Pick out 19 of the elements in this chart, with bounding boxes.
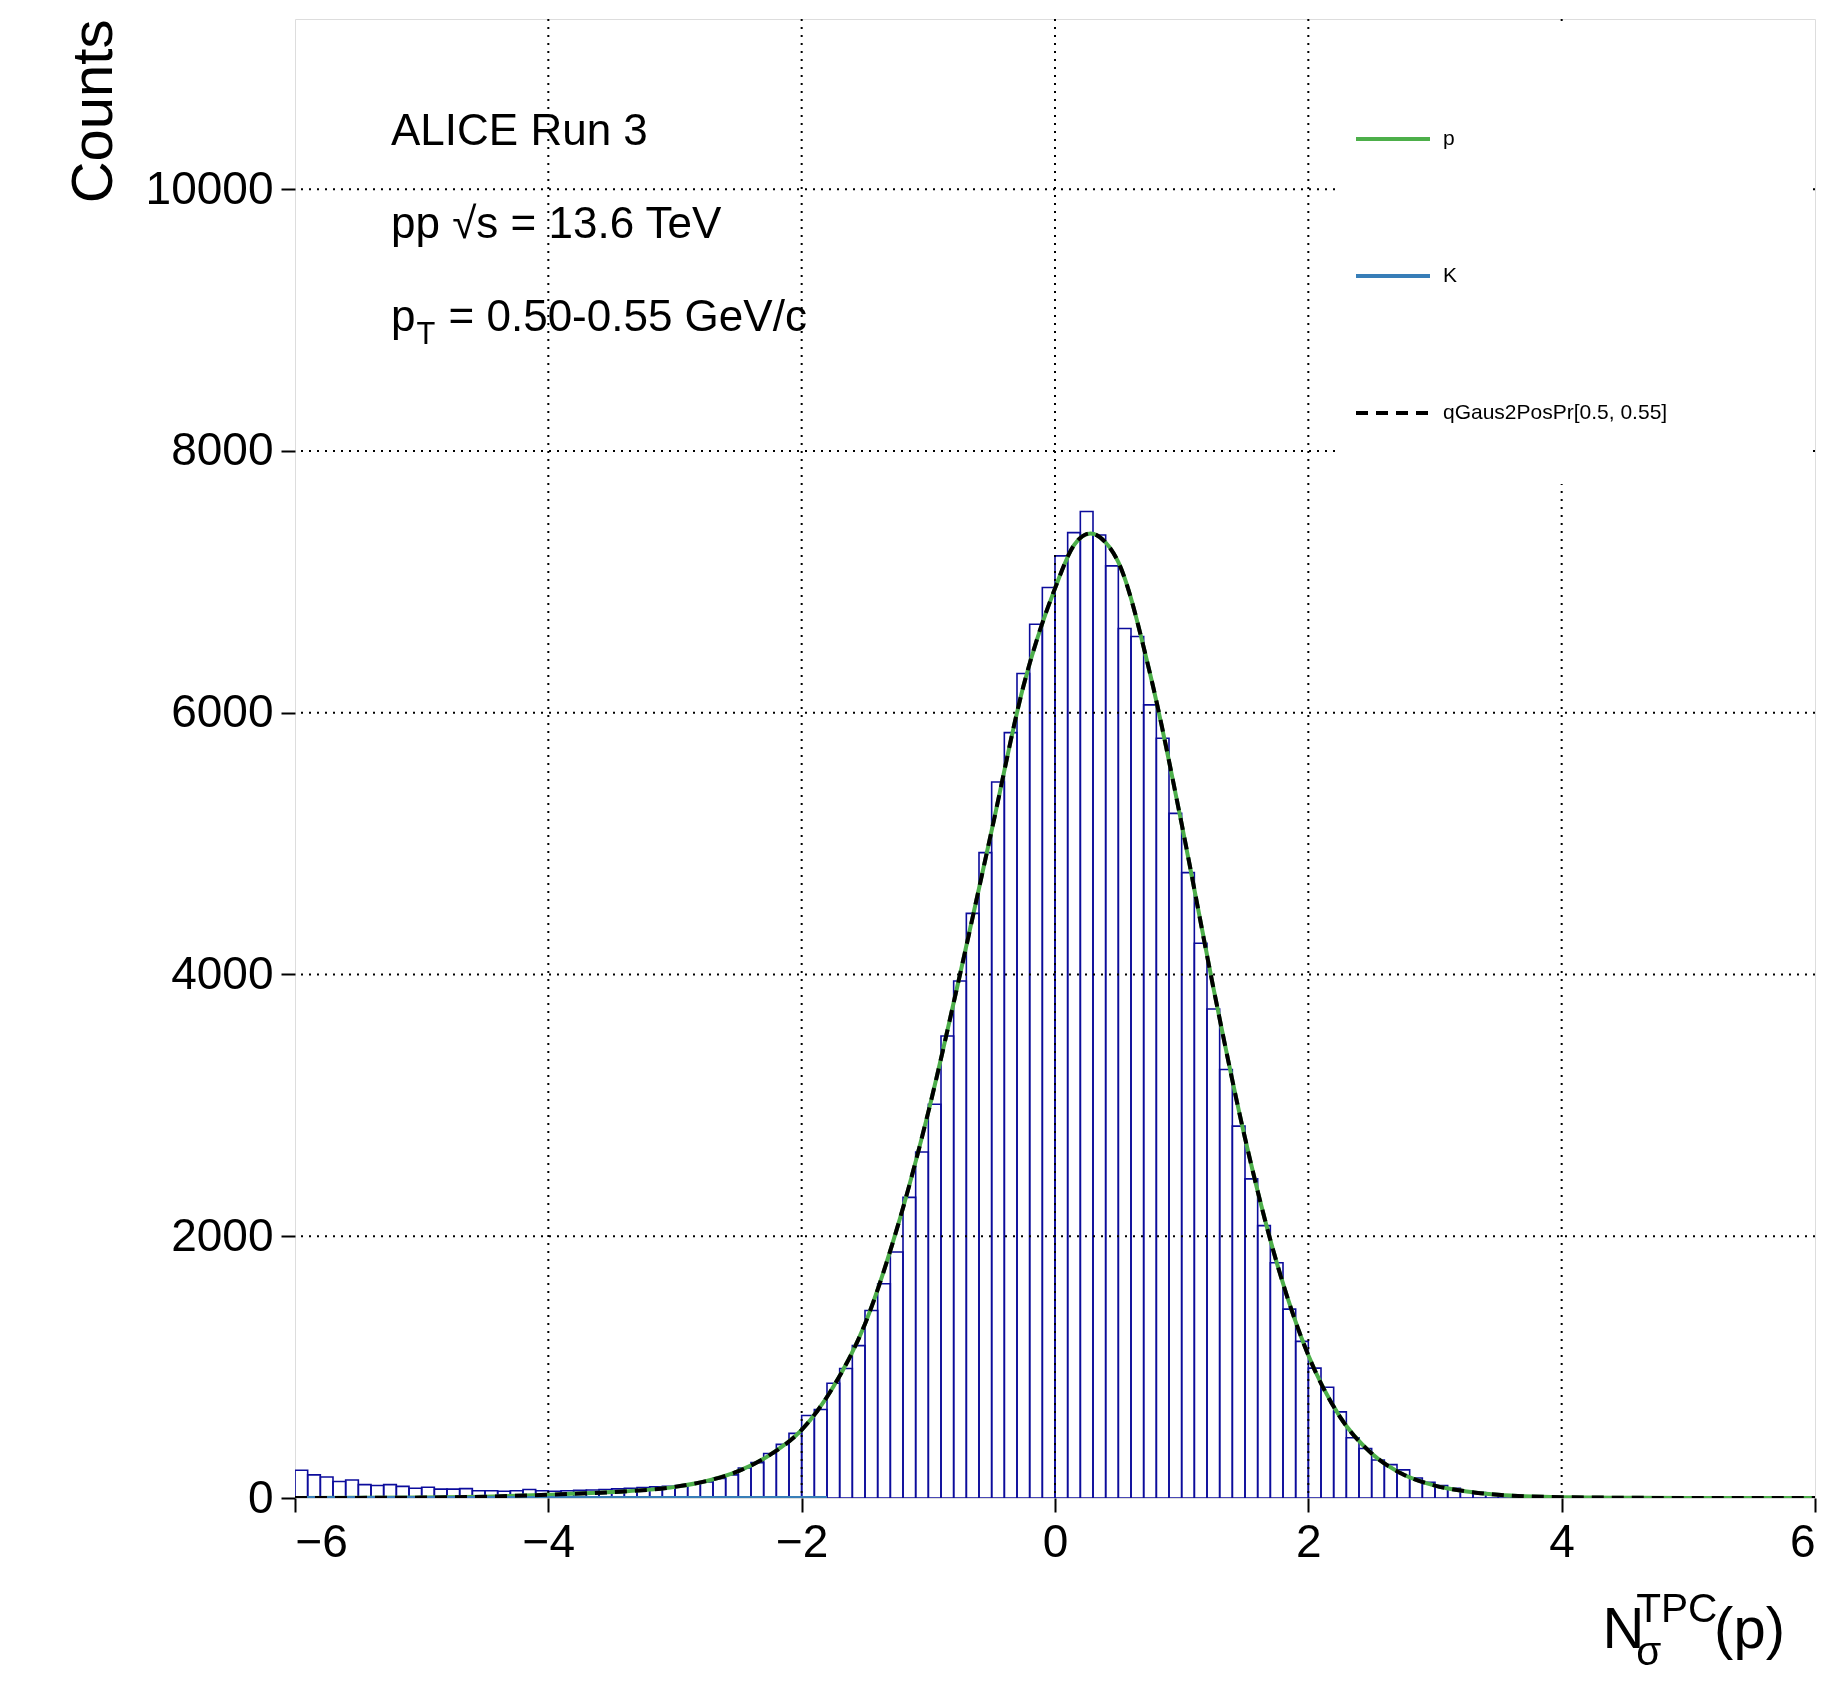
y-tick-label: 8000: [171, 423, 274, 476]
annotation: ALICE Run 3: [391, 105, 648, 154]
legend-label: K: [1443, 263, 1458, 286]
x-tick-label: −2: [775, 1514, 829, 1567]
legend-label: p: [1443, 126, 1455, 149]
legend-label: qGaus2PosPr[0.5, 0.55]: [1443, 400, 1668, 423]
y-axis-title: Counts: [58, 19, 124, 204]
x-tick-label: −4: [522, 1514, 576, 1567]
x-tick-label: 6: [1789, 1514, 1816, 1567]
x-tick-label: 2: [1296, 1514, 1322, 1567]
x-tick-label: −6: [295, 1514, 348, 1567]
x-tick-label: 4: [1549, 1514, 1575, 1567]
x-tick-label: 0: [1042, 1514, 1069, 1567]
y-tick-label: 10000: [145, 161, 274, 214]
y-tick-label: 0: [247, 1470, 274, 1523]
annotation: pp √s = 13.6 TeV: [391, 198, 722, 247]
y-tick-label: 2000: [171, 1208, 274, 1261]
y-tick-label: 6000: [171, 685, 274, 738]
y-tick-label: 4000: [171, 946, 274, 999]
